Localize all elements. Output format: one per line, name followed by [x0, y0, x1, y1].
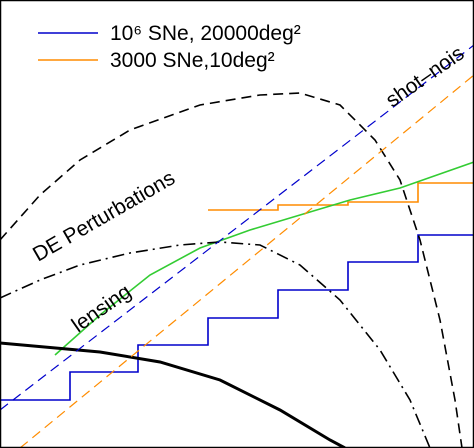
series-line — [19, 74, 474, 448]
annotation: shot–nois — [382, 42, 469, 112]
series-line — [0, 234, 474, 401]
legend: 10⁶ SNe, 20000deg² 3000 SNe,10deg² — [38, 22, 301, 72]
series-line — [0, 92, 463, 448]
legend-label: 10⁶ SNe, 20000deg² — [110, 22, 301, 45]
series-line — [0, 341, 346, 448]
annotation: DE Perturbations — [29, 166, 179, 266]
legend-label: 3000 SNe,10deg² — [110, 49, 275, 72]
annotation: lensing — [68, 280, 136, 337]
series-line — [54, 161, 474, 356]
plot-area — [0, 44, 474, 448]
series-line — [0, 241, 431, 448]
series-line — [208, 182, 474, 211]
series-line — [0, 44, 474, 411]
